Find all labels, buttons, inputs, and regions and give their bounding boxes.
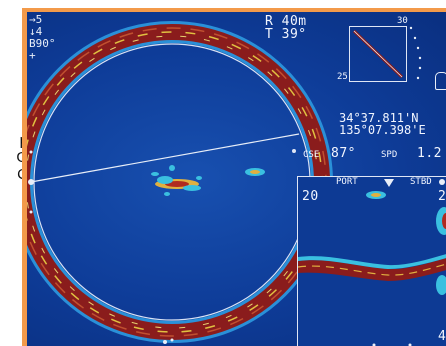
monitor-frame: →5 ↓4 B90° + R 40m T 39° 30 25 34°37.811… — [22, 8, 446, 346]
spd-label: SPD — [381, 150, 398, 160]
tilt-indicator-panel — [349, 26, 407, 82]
range-marker — [292, 149, 296, 153]
readout-line-2: ↓4 — [29, 25, 43, 38]
ownship-marker — [163, 340, 167, 344]
tilt-scale-top: 30 — [397, 16, 408, 26]
bottom-echo-edge — [298, 254, 446, 269]
ship-icon — [435, 72, 446, 90]
range-readout: R 40m — [265, 14, 307, 29]
echo-scale-right: 2 — [438, 189, 446, 204]
stbd-dot-icon — [439, 179, 445, 185]
bottom-echo-stripe — [298, 263, 446, 276]
readout-line-4: + — [29, 49, 36, 62]
spd-value: 1.2 — [417, 146, 442, 161]
bearing-marker — [28, 179, 34, 185]
echo-scale-bottom: 4 — [438, 329, 446, 344]
echo-sounder-panel[interactable]: PORT STBD 20 2 4 — [297, 176, 446, 346]
range-dot — [29, 150, 33, 154]
bottom-echo-band — [298, 258, 446, 281]
heading-marker-icon — [384, 179, 394, 187]
fish-echo-right — [245, 168, 265, 176]
latitude: 34°37.811'N — [339, 111, 419, 125]
bearing-line — [30, 133, 300, 183]
port-label: PORT — [336, 177, 358, 187]
range-dot — [170, 338, 174, 342]
stbd-label: STBD — [410, 177, 432, 187]
readout-line-1: →5 — [29, 13, 43, 26]
fish-echo-lower-right — [436, 275, 446, 295]
cse-label: CSE — [303, 150, 320, 160]
fish-echo-center — [151, 165, 202, 196]
cse-value: 87° — [331, 146, 356, 161]
tilt-scale-left: 25 — [337, 72, 348, 82]
tilt-readout: T 39° — [265, 27, 307, 42]
fish-echo-right-edge — [436, 207, 446, 235]
fish-echo-upper-core — [371, 193, 381, 197]
fish-echo-right-core — [442, 213, 446, 229]
sonar-screen: →5 ↓4 B90° + R 40m T 39° 30 25 34°37.811… — [27, 12, 446, 346]
readout-line-3: B90° — [29, 37, 56, 50]
scale-dot — [372, 343, 376, 346]
tilt-scale-dots — [409, 26, 422, 80]
tilt-beam-center — [353, 30, 403, 78]
range-dot — [29, 210, 33, 214]
scale-dot — [408, 343, 412, 346]
echo-scale-left: 20 — [302, 189, 319, 204]
longitude: 135°07.398'E — [339, 123, 426, 137]
